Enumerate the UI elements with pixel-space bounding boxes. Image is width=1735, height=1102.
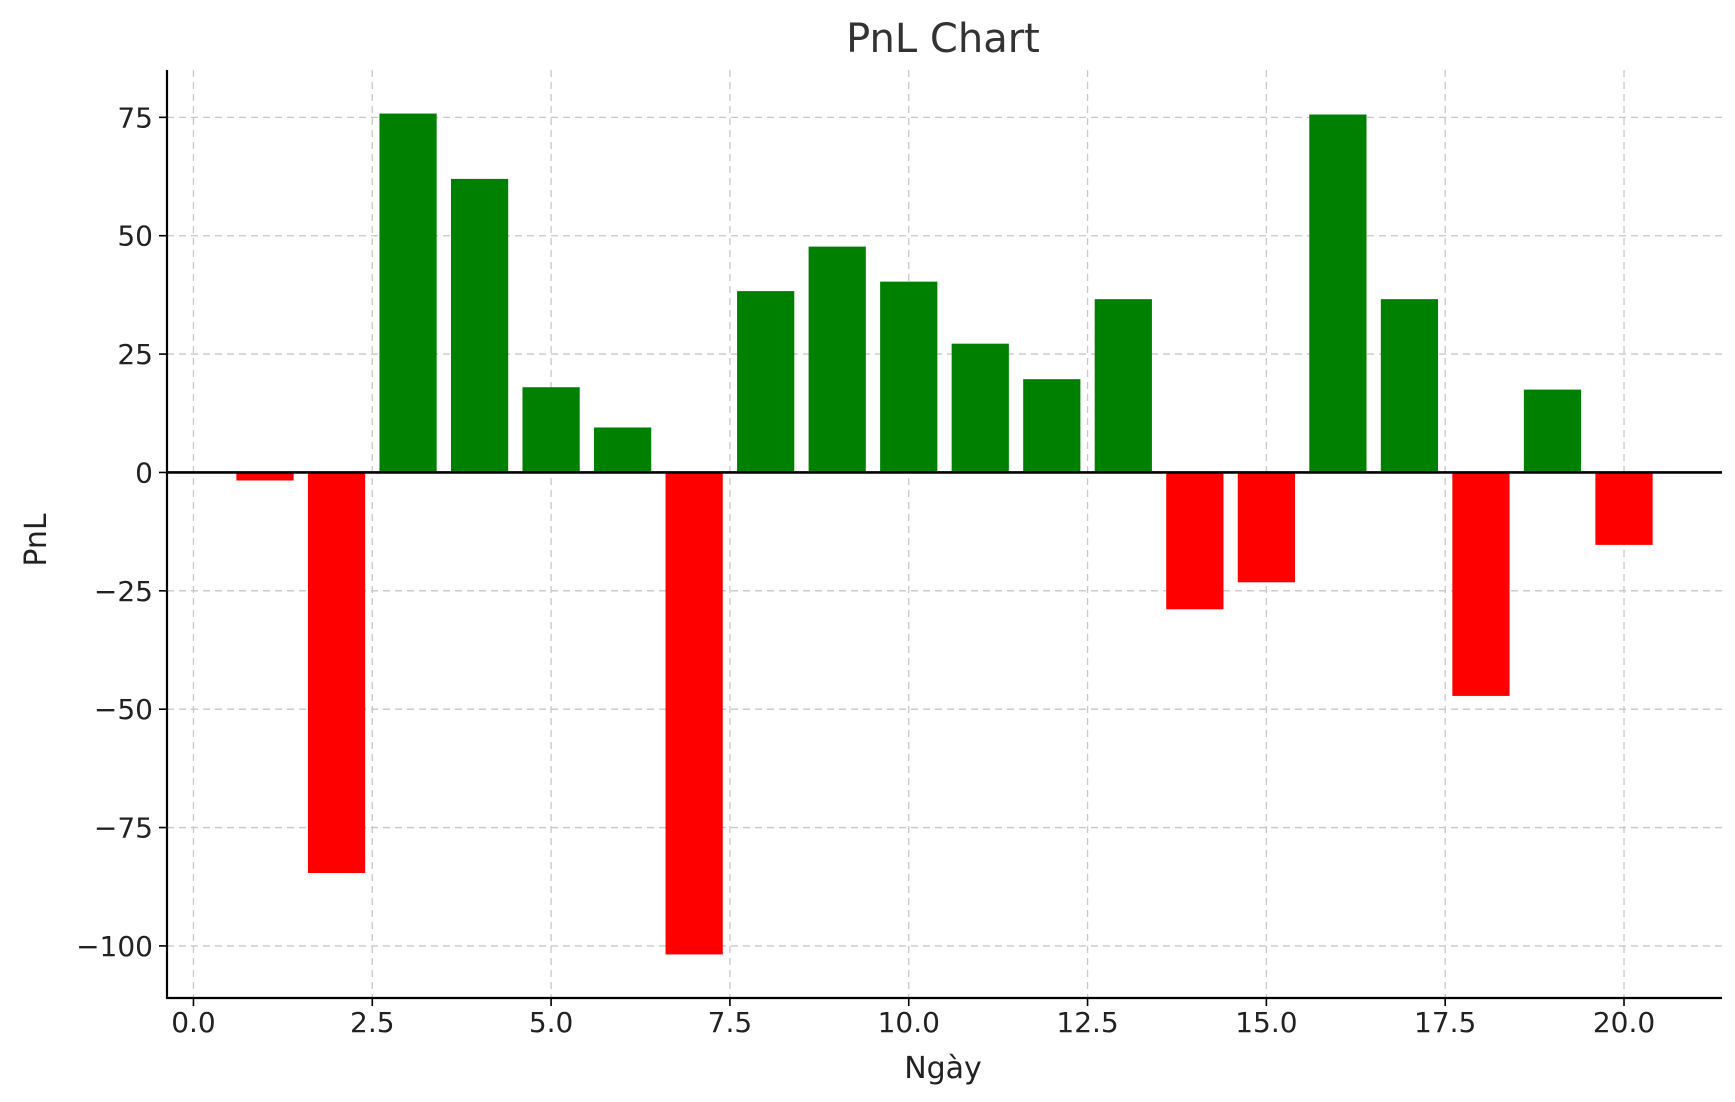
pnl-bar bbox=[236, 472, 294, 481]
y-tick-label: 50 bbox=[117, 220, 153, 253]
x-tick-label: 10.0 bbox=[878, 1006, 940, 1039]
x-tick-label: 7.5 bbox=[708, 1006, 753, 1039]
x-tick-label: 5.0 bbox=[529, 1006, 574, 1039]
pnl-bar bbox=[522, 387, 580, 473]
pnl-bar bbox=[1452, 472, 1510, 696]
pnl-bar bbox=[1595, 472, 1653, 545]
x-tick-label: 12.5 bbox=[1056, 1006, 1118, 1039]
pnl-bar bbox=[1166, 472, 1224, 610]
pnl-bar bbox=[737, 291, 795, 473]
axes bbox=[159, 70, 1722, 1006]
y-tick-label: −75 bbox=[94, 812, 153, 845]
pnl-bar bbox=[594, 427, 652, 473]
pnl-bar bbox=[1380, 299, 1439, 473]
y-tick-label: 0 bbox=[135, 456, 153, 489]
chart-title: PnL Chart bbox=[846, 16, 1040, 62]
pnl-bar bbox=[307, 472, 366, 874]
pnl-bar bbox=[1237, 472, 1295, 583]
pnl-bar bbox=[665, 472, 723, 955]
pnl-bar bbox=[1523, 389, 1582, 473]
tick-labels: 0.0 2.5 5.0 7.5 10.0 12.5 15.0 17.5 20.0 75 50 25 0 −… bbox=[76, 101, 1655, 1039]
pnl-bar bbox=[379, 113, 437, 473]
x-tick-label: 17.5 bbox=[1414, 1006, 1476, 1039]
pnl-bar bbox=[1309, 114, 1367, 473]
pnl-bar bbox=[1023, 379, 1081, 473]
x-tick-label: 15.0 bbox=[1235, 1006, 1297, 1039]
pnl-bar bbox=[880, 281, 938, 473]
x-tick-label: 2.5 bbox=[350, 1006, 395, 1039]
y-tick-label: −50 bbox=[94, 693, 153, 726]
y-axis-title: PnL bbox=[19, 513, 54, 567]
y-tick-label: −100 bbox=[76, 930, 153, 963]
bars bbox=[236, 113, 1653, 955]
x-axis-title: Ngày bbox=[904, 1051, 982, 1086]
y-tick-label: −25 bbox=[94, 575, 153, 608]
pnl-bar bbox=[951, 343, 1009, 473]
pnl-bar bbox=[808, 246, 866, 473]
x-tick-label: 20.0 bbox=[1593, 1006, 1655, 1039]
y-tick-label: 25 bbox=[117, 338, 153, 371]
x-tick-label: 0.0 bbox=[171, 1006, 216, 1039]
pnl-bar bbox=[1094, 299, 1152, 473]
pnl-bar bbox=[450, 178, 509, 473]
y-tick-label: 75 bbox=[117, 101, 153, 134]
grid bbox=[167, 70, 1722, 998]
